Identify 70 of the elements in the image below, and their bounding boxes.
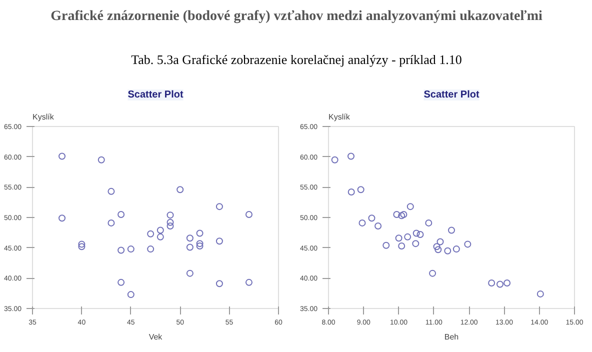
point: [374, 222, 382, 230]
point: [488, 280, 496, 287]
point: [393, 210, 400, 218]
y-axis-title: Kyslík: [328, 112, 351, 122]
point: [245, 210, 252, 218]
point: [245, 278, 252, 286]
point: [395, 234, 402, 242]
point: [347, 152, 354, 160]
point: [98, 156, 105, 164]
point: [156, 233, 164, 240]
point: [398, 242, 406, 250]
point: [78, 243, 86, 250]
point: [412, 230, 420, 237]
point: [108, 219, 115, 226]
point: [58, 152, 66, 160]
point: [452, 246, 460, 253]
point: [186, 234, 194, 242]
point: [496, 280, 504, 288]
point: [156, 226, 164, 234]
point: [412, 240, 420, 248]
point: [176, 186, 184, 194]
point: [166, 218, 174, 226]
point: [58, 214, 66, 222]
point: [166, 212, 174, 219]
point: [429, 270, 436, 277]
point: [186, 244, 194, 251]
point: [504, 280, 511, 287]
point: [186, 270, 194, 277]
point: [433, 243, 440, 250]
point: [382, 242, 390, 249]
point: [147, 246, 154, 253]
point: [216, 280, 223, 288]
point: [118, 246, 125, 254]
text: Grafické znázornenie (bodové grafy) vzťahov medzi analyzovanými ukazovateľmi: [50, 8, 542, 24]
point: [404, 233, 412, 240]
point: [464, 240, 472, 248]
point: [358, 219, 366, 226]
point: [118, 278, 125, 286]
point: [196, 242, 204, 250]
point: [398, 212, 406, 220]
point: [216, 238, 223, 245]
chart-title: Scatter Plot: [424, 90, 480, 100]
point: [196, 240, 204, 248]
point: [147, 230, 154, 238]
point: [118, 210, 125, 218]
point: [108, 188, 115, 195]
point: [425, 219, 432, 226]
point: [78, 240, 86, 248]
y-axis-title: Kyslík: [32, 112, 55, 122]
point: [196, 230, 204, 237]
x-axis-title: Beh: [444, 332, 459, 342]
point: [166, 222, 174, 230]
point: [357, 186, 364, 194]
point: [127, 291, 134, 298]
point: [216, 203, 223, 210]
point: [400, 210, 408, 218]
chart-title: Scatter Plot: [128, 90, 184, 100]
point: [436, 238, 444, 246]
point: [331, 156, 338, 164]
point: [434, 246, 442, 254]
point: [348, 188, 355, 196]
point: [406, 203, 414, 210]
x-axis-title: Vek: [148, 332, 164, 342]
point: [536, 290, 544, 298]
point: [448, 226, 455, 234]
caption: Tab. 5.3a Grafické zobrazenie korelačnej analýzy - príklad 1.10: [131, 52, 462, 67]
point: [127, 246, 134, 253]
point: [416, 230, 424, 238]
point: [368, 214, 376, 222]
point: [444, 247, 452, 254]
